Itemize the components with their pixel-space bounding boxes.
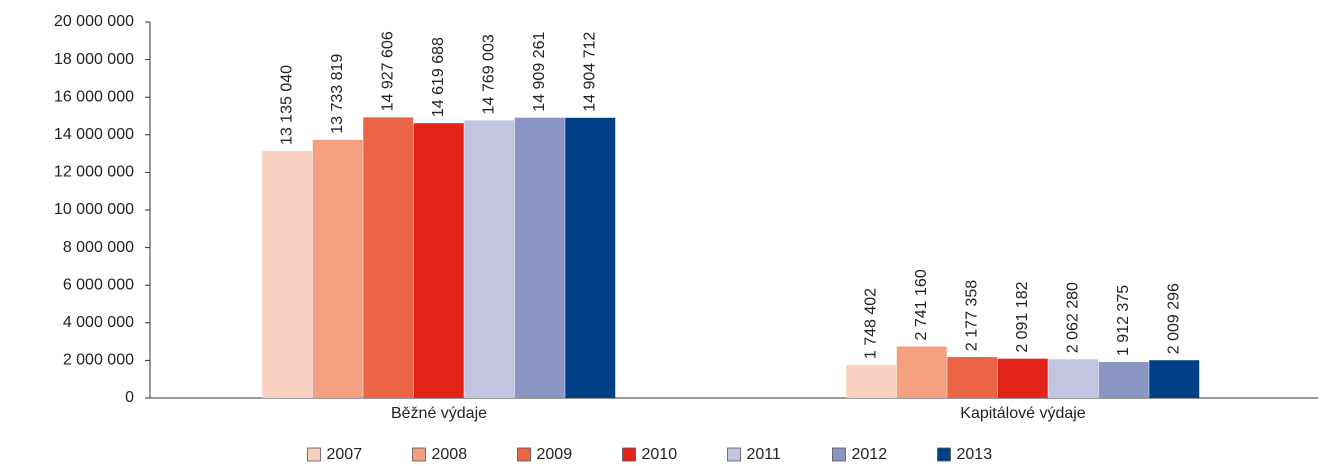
- legend-swatch: [622, 447, 636, 462]
- value-label: 14 927 606: [379, 31, 396, 111]
- bar: [947, 357, 998, 398]
- legend-label: 2009: [537, 446, 573, 463]
- bar: [1098, 362, 1149, 398]
- bar: [1149, 360, 1200, 398]
- legend-label: 2008: [432, 446, 468, 463]
- y-tick-label: 6 000 000: [63, 276, 134, 293]
- bar: [312, 139, 363, 398]
- y-tick-label: 12 000 000: [54, 164, 134, 181]
- bar: [1048, 359, 1099, 398]
- value-label: 14 769 003: [480, 34, 497, 114]
- value-label: 2 062 280: [1064, 282, 1081, 353]
- value-label: 14 904 712: [581, 32, 598, 112]
- value-label: 1 748 402: [862, 288, 879, 359]
- legend-swatch: [307, 447, 321, 462]
- y-tick-label: 16 000 000: [54, 88, 134, 105]
- y-tick-label: 0: [125, 389, 134, 406]
- bar: [565, 117, 616, 398]
- y-tick-label: 10 000 000: [54, 201, 134, 218]
- value-label: 2 741 160: [913, 269, 930, 340]
- legend-swatch: [832, 447, 846, 462]
- value-label: 13 135 040: [278, 65, 295, 145]
- legend-swatch: [517, 447, 531, 462]
- legend-swatch: [937, 447, 951, 462]
- y-tick-label: 2 000 000: [63, 352, 134, 369]
- bar: [997, 358, 1048, 398]
- y-tick-label: 4 000 000: [63, 314, 134, 331]
- x-tick-label: Kapitálové výdaje: [960, 405, 1086, 422]
- y-tick-label: 8 000 000: [63, 239, 134, 256]
- y-tick-label: 14 000 000: [54, 126, 134, 143]
- value-label: 1 912 375: [1115, 285, 1132, 356]
- bar: [846, 365, 897, 398]
- value-label: 13 733 819: [329, 54, 346, 134]
- value-label: 2 177 358: [963, 280, 980, 351]
- legend-label: 2007: [327, 446, 363, 463]
- legend-label: 2010: [642, 446, 678, 463]
- legend-label: 2011: [747, 446, 782, 463]
- legend-label: 2013: [957, 446, 993, 463]
- bar: [262, 151, 313, 398]
- bar: [514, 117, 565, 398]
- bar: [896, 346, 947, 398]
- value-label: 2 091 182: [1014, 281, 1031, 352]
- value-label: 14 909 261: [531, 32, 548, 112]
- y-tick-label: 20 000 000: [54, 13, 134, 30]
- value-label: 2 009 296: [1165, 283, 1182, 354]
- legend-label: 2012: [852, 446, 888, 463]
- bar: [363, 117, 414, 398]
- x-tick-label: Běžné výdaje: [391, 405, 487, 422]
- legend-swatch: [727, 447, 741, 462]
- y-tick-label: 18 000 000: [54, 51, 134, 68]
- bar: [413, 123, 464, 398]
- bar: [464, 120, 515, 398]
- value-label: 14 619 688: [430, 37, 447, 117]
- legend-swatch: [412, 447, 426, 462]
